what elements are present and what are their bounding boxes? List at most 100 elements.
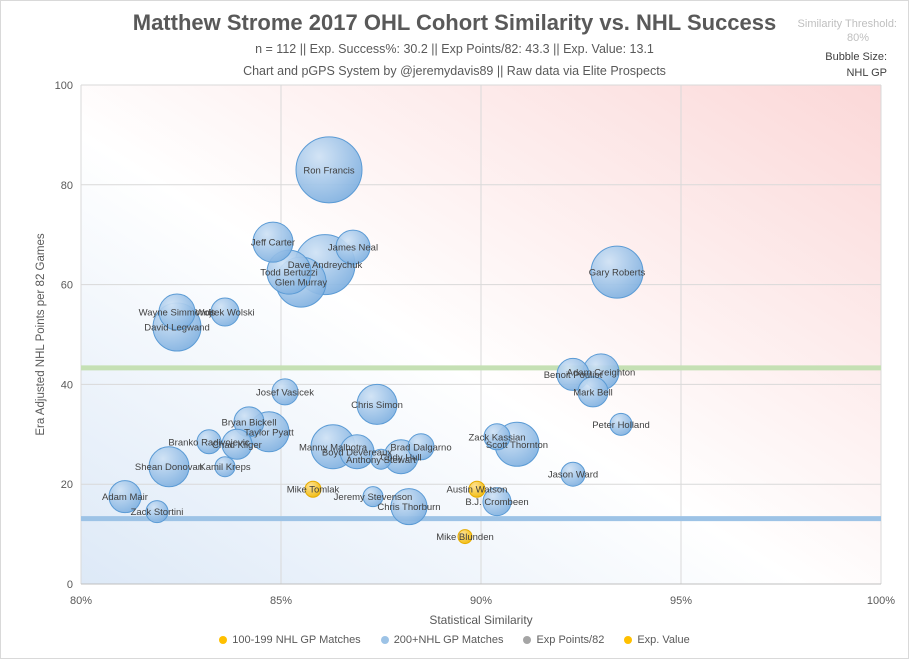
- bubble-label: Wojtek Wolski: [195, 308, 254, 319]
- chart-title: Matthew Strome 2017 OHL Cohort Similarit…: [132, 10, 777, 35]
- bubble-label: Dave Andreychuk: [288, 260, 363, 271]
- y-tick-label: 60: [61, 280, 73, 292]
- bubble-label: Benoit Pouliot: [544, 370, 603, 381]
- bubble-point: [108, 480, 142, 514]
- bubble-label: Josef Vasicek: [256, 387, 314, 398]
- legend-label: Exp Points/82: [536, 634, 605, 646]
- bubble-point: [577, 376, 609, 408]
- bubble-point: [457, 529, 473, 545]
- bubble-label: Kamil Kreps: [199, 462, 250, 473]
- bubble-point: [560, 461, 586, 487]
- bubble-point: [271, 378, 299, 406]
- bubble-point: [210, 297, 240, 327]
- credit-subtitle: Chart and pGPS System by @jeremydavis89 …: [243, 64, 666, 78]
- bubble-label: Jason Ward: [548, 470, 598, 481]
- x-tick-label: 85%: [270, 595, 292, 607]
- bubble-label: Ron Francis: [303, 165, 354, 176]
- axes: 0 20 40 60 80 100 80% 85% 90% 95% 100% Statistical …: [35, 80, 895, 627]
- bubble-label: Mike Tomlak: [287, 485, 340, 496]
- legend-marker: [380, 636, 389, 644]
- bubble-label: Shean Donovan: [135, 462, 203, 473]
- bubble-point: [356, 383, 398, 425]
- bubble-label: Anthony Stewart: [346, 455, 416, 466]
- bubble-label: Wayne Simmonds: [139, 308, 216, 319]
- bubble-point: [148, 446, 190, 488]
- y-tick-label: 80: [61, 180, 73, 192]
- bubble-point: [362, 486, 384, 508]
- bubble-point: [221, 428, 253, 460]
- bubble-label: Austin Watson: [447, 485, 508, 496]
- legend-label: Exp. Value: [637, 634, 690, 646]
- bubble-point: [468, 480, 486, 498]
- bubble-label: B.J. Crombeen: [465, 497, 528, 508]
- bubbles: [108, 136, 644, 545]
- x-tick-label: 80%: [70, 595, 92, 607]
- reference-lines: [81, 365, 881, 522]
- bubble-point: [252, 221, 294, 263]
- legend-marker: [219, 636, 228, 644]
- legend-item: Exp Points/82: [523, 634, 604, 646]
- y-tick-label: 20: [61, 479, 73, 491]
- bubble-point: [304, 480, 322, 498]
- bubble-point: [483, 423, 511, 451]
- x-tick-label: 90%: [470, 595, 492, 607]
- bubble-point: [407, 433, 435, 461]
- stats-subtitle: n = 112 || Exp. Success%: 30.2 || Exp Po…: [255, 42, 654, 56]
- y-axis-title: Era Adjusted NHL Points per 82 Games: [35, 233, 47, 435]
- bubble-label: James Neal: [328, 243, 378, 254]
- bubble-labels: Ron Francis Dave Andreychuk Gary Roberts Gl…: [102, 165, 650, 543]
- bubble-label: Boyd Devereaux: [322, 447, 392, 458]
- legend-item: 100-199 NHL GP Matches: [219, 634, 361, 646]
- bubble-label: David Legwand: [144, 323, 210, 334]
- bubble-point: [214, 456, 236, 478]
- y-tick-label: 100: [55, 80, 73, 92]
- bubble-label: Scott Thornton: [486, 440, 548, 451]
- bubble-label: Branko Radivojevic: [168, 437, 250, 448]
- bubble-size-value: NHL GP: [846, 67, 887, 79]
- bubble-point: [196, 429, 222, 455]
- legend-item: 200+NHL GP Matches: [380, 634, 504, 646]
- bubble-point: [158, 293, 196, 331]
- bubble-point: [370, 448, 392, 470]
- bubble-label: Chad Kilger: [212, 440, 262, 451]
- y-tick-label: 0: [67, 579, 73, 591]
- bubble-label: Chris Thorburn: [377, 502, 440, 513]
- y-tick-label: 40: [61, 379, 73, 391]
- x-axis-title: Statistical Similarity: [429, 613, 532, 627]
- bubble-label: Gary Roberts: [589, 268, 646, 279]
- x-tick-label: 100%: [867, 595, 895, 607]
- bubble-point: [390, 488, 428, 526]
- bubble-label: Manny Malhotra: [299, 442, 368, 453]
- legend-item: Exp. Value: [624, 634, 690, 646]
- legend-label: 200+NHL GP Matches: [393, 634, 504, 646]
- bubble-point: [145, 500, 169, 524]
- bubble-label: Peter Holland: [592, 420, 650, 431]
- bubble-label: Bryan Bickell: [222, 417, 277, 428]
- bubble-label: Jeremy Stevenson: [334, 492, 413, 503]
- bubble-size-label: Bubble Size:: [825, 51, 887, 63]
- bubble-label: Brad Dalgarno: [390, 442, 451, 453]
- threshold-label: Similarity Threshold:: [797, 18, 897, 30]
- legend-label: 100-199 NHL GP Matches: [232, 634, 361, 646]
- bubble-label: Jeff Carter: [251, 238, 295, 249]
- bubble-point: [335, 229, 371, 265]
- bubble-label: Todd Bertuzzi: [260, 268, 318, 279]
- bubble-point: [482, 487, 512, 517]
- threshold-value: 80%: [846, 32, 869, 44]
- bubble-label: Glen Murray: [275, 278, 328, 289]
- x-tick-label: 95%: [670, 595, 692, 607]
- bubble-label: Chris Simon: [351, 400, 403, 411]
- legend-marker: [523, 636, 532, 644]
- legend: 100-199 NHL GP Matches 200+NHL GP Matches…: [0, 634, 909, 647]
- bubble-label: Cody Hull: [380, 452, 421, 463]
- bubble-label: Mark Bell: [573, 387, 613, 398]
- bubble-label: Zack Stortini: [131, 507, 184, 518]
- bubble-label: Taylor Pyatt: [244, 427, 294, 438]
- bubble-point: [295, 136, 363, 204]
- bubble-point: [609, 412, 633, 436]
- bubble-label: Zack Kassian: [468, 432, 525, 443]
- bubble-label: Adam Mair: [102, 492, 148, 503]
- bubble-label: Adam Creighton: [567, 367, 636, 378]
- bubble-label: Mike Blunden: [436, 532, 494, 543]
